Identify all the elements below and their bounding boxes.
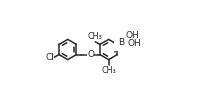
Text: OH: OH (128, 40, 142, 49)
Text: OH: OH (126, 31, 140, 40)
Text: O: O (87, 50, 94, 59)
Text: CH₃: CH₃ (101, 66, 116, 75)
Text: CH₃: CH₃ (88, 32, 103, 41)
Text: B: B (118, 38, 125, 47)
Text: Cl: Cl (45, 53, 54, 62)
